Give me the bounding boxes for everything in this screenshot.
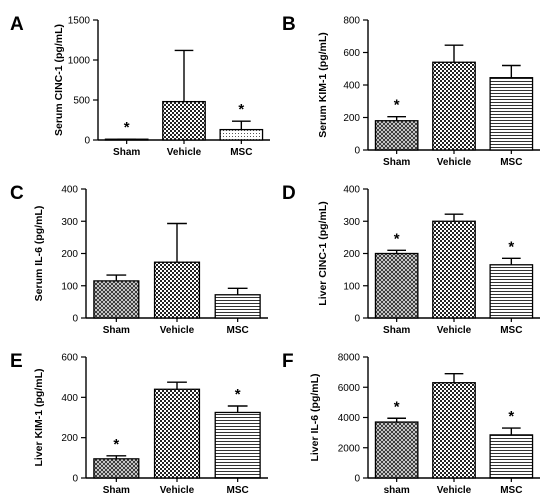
y-tick-label: 0 (354, 474, 360, 485)
y-tick-label: 400 (61, 393, 78, 404)
significance-star: * (124, 119, 130, 136)
y-tick-label: 300 (343, 217, 360, 228)
category-label: MSC (500, 157, 522, 168)
category-label: Vehicle (437, 157, 472, 168)
category-label: Vehicle (437, 325, 472, 336)
significance-star: * (235, 386, 241, 403)
bar-vehicle (162, 100, 206, 141)
bar-sham (374, 421, 419, 479)
significance-star: * (394, 398, 400, 415)
panel-e-letter: E (10, 351, 23, 372)
category-label: Sham (383, 325, 410, 336)
category-label: MSC (500, 485, 522, 496)
y-tick-label: 8000 (338, 353, 361, 364)
panel-a-y-axis-label: Serum CINC-1 (pg/mL) (53, 24, 65, 136)
panel-d-letter: D (282, 183, 296, 204)
category-label: Sham (383, 157, 410, 168)
category-label: Sham (103, 485, 130, 496)
panel-b-letter: B (282, 14, 296, 35)
bar-vehicle (432, 61, 476, 151)
y-tick-label: 100 (61, 281, 78, 292)
category-label: MSC (227, 325, 249, 336)
y-tick-label: 0 (84, 136, 90, 147)
y-tick-label: 0 (72, 474, 78, 485)
significance-star: * (113, 436, 119, 453)
category-label: Vehicle (160, 485, 195, 496)
category-label: Vehicle (160, 325, 195, 336)
category-label: Vehicle (437, 485, 472, 496)
category-label: MSC (230, 147, 252, 158)
y-tick-label: 400 (343, 81, 360, 92)
panel-c-y-axis-label: Serum IL-6 (pg/mL) (33, 206, 45, 302)
panel-f-letter: F (282, 351, 294, 372)
bar-sham (93, 280, 140, 319)
category-label: Vehicle (167, 147, 202, 158)
panel-a-letter: A (10, 14, 24, 35)
bar-sham (93, 458, 140, 479)
bar-vehicle (153, 261, 201, 319)
y-tick-label: 600 (343, 48, 360, 59)
category-label: MSC (227, 485, 249, 496)
y-tick-label: 4000 (338, 413, 361, 424)
bar-msc (214, 294, 261, 319)
bar-msc (214, 411, 261, 479)
significance-star: * (508, 408, 514, 425)
y-tick-label: 800 (343, 16, 360, 27)
significance-star: * (508, 238, 514, 255)
y-tick-label: 1500 (68, 16, 91, 27)
y-tick-label: 400 (343, 185, 360, 196)
y-tick-label: 1000 (68, 56, 91, 67)
bar-vehicle (153, 388, 201, 479)
category-label: Sham (113, 147, 140, 158)
bar-vehicle (432, 220, 476, 319)
panel-e-y-axis-label: Liver KIM-1 (pg/mL) (33, 368, 45, 466)
y-tick-label: 300 (61, 217, 78, 228)
bar-msc (219, 128, 264, 141)
significance-star: * (238, 101, 244, 118)
panel-d-y-axis-label: Liver CINC-1 (pg/mL) (317, 201, 329, 305)
bar-sham (374, 120, 419, 151)
significance-star: * (394, 97, 400, 114)
y-tick-label: 100 (343, 281, 360, 292)
y-tick-label: 0 (354, 314, 360, 325)
panel-f-y-axis-label: Liver IL-6 (pg/mL) (309, 373, 321, 461)
panel-c-letter: C (10, 183, 24, 204)
y-tick-label: 400 (61, 185, 78, 196)
bar-vehicle (432, 382, 476, 479)
bar-msc (489, 434, 534, 479)
y-tick-label: 200 (343, 113, 360, 124)
y-tick-label: 6000 (338, 383, 361, 394)
y-tick-label: 200 (61, 249, 78, 260)
bar-msc (489, 264, 534, 319)
category-label: Sham (103, 325, 130, 336)
y-tick-label: 200 (61, 433, 78, 444)
y-tick-label: 0 (72, 314, 78, 325)
category-label: sham (384, 485, 410, 496)
y-tick-label: 500 (73, 96, 90, 107)
category-label: MSC (500, 325, 522, 336)
panel-b-y-axis-label: Serum KIM-1 (pg/mL) (317, 32, 329, 138)
y-tick-label: 2000 (338, 443, 361, 454)
bar-sham (104, 138, 149, 141)
significance-star: * (394, 230, 400, 247)
bar-sham (374, 252, 419, 319)
y-tick-label: 600 (61, 353, 78, 364)
y-tick-label: 0 (354, 146, 360, 157)
y-tick-label: 200 (343, 249, 360, 260)
bar-msc (489, 77, 534, 151)
